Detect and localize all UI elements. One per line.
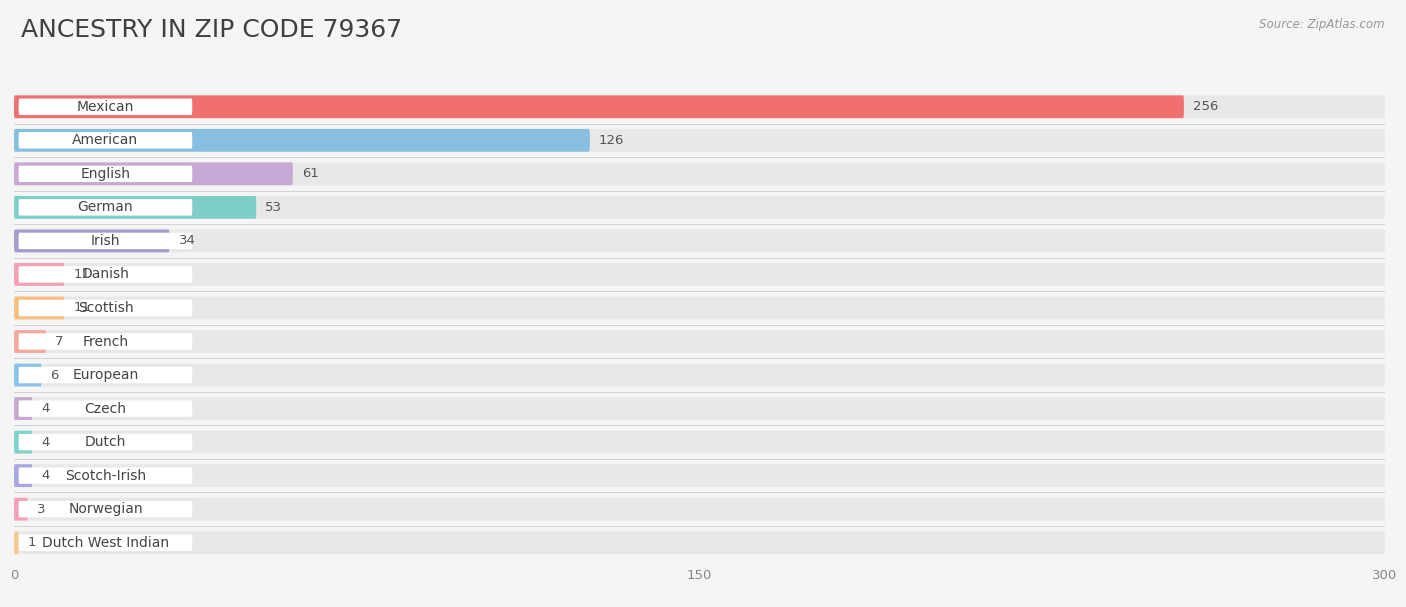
FancyBboxPatch shape [14,431,32,453]
FancyBboxPatch shape [14,464,32,487]
FancyBboxPatch shape [18,166,193,182]
Text: ANCESTRY IN ZIP CODE 79367: ANCESTRY IN ZIP CODE 79367 [21,18,402,42]
Text: 6: 6 [51,368,59,382]
FancyBboxPatch shape [14,364,1385,387]
Text: German: German [77,200,134,214]
FancyBboxPatch shape [18,333,193,350]
FancyBboxPatch shape [14,196,256,219]
Text: Dutch West Indian: Dutch West Indian [42,536,169,550]
FancyBboxPatch shape [18,434,193,450]
Text: 1: 1 [28,536,37,549]
FancyBboxPatch shape [18,266,193,283]
FancyBboxPatch shape [14,129,1385,152]
Text: Scottish: Scottish [77,301,134,315]
FancyBboxPatch shape [14,297,65,319]
Text: 256: 256 [1192,100,1219,114]
Text: Irish: Irish [91,234,120,248]
FancyBboxPatch shape [18,467,193,484]
FancyBboxPatch shape [14,498,1385,521]
Text: Scotch-Irish: Scotch-Irish [65,469,146,483]
FancyBboxPatch shape [14,95,1184,118]
FancyBboxPatch shape [18,501,193,517]
FancyBboxPatch shape [14,397,1385,420]
Text: Czech: Czech [84,402,127,416]
Text: 11: 11 [73,302,90,314]
FancyBboxPatch shape [14,431,1385,453]
Text: 61: 61 [302,168,319,180]
Text: 126: 126 [599,134,624,147]
FancyBboxPatch shape [18,232,193,249]
FancyBboxPatch shape [14,263,65,286]
FancyBboxPatch shape [14,229,1385,253]
FancyBboxPatch shape [14,163,292,185]
Text: Dutch: Dutch [84,435,127,449]
FancyBboxPatch shape [14,263,1385,286]
Text: 53: 53 [266,201,283,214]
FancyBboxPatch shape [14,330,1385,353]
FancyBboxPatch shape [14,229,170,253]
FancyBboxPatch shape [18,401,193,417]
FancyBboxPatch shape [14,531,1385,554]
Text: 4: 4 [42,436,49,449]
FancyBboxPatch shape [18,98,193,115]
FancyBboxPatch shape [18,199,193,215]
Text: French: French [83,334,128,348]
Text: European: European [72,368,139,382]
FancyBboxPatch shape [14,464,1385,487]
FancyBboxPatch shape [14,498,28,521]
FancyBboxPatch shape [14,330,46,353]
FancyBboxPatch shape [18,367,193,383]
Text: 4: 4 [42,469,49,482]
FancyBboxPatch shape [18,535,193,551]
Text: American: American [72,134,139,148]
Text: English: English [80,167,131,181]
Text: 4: 4 [42,402,49,415]
FancyBboxPatch shape [14,297,1385,319]
Text: 11: 11 [73,268,90,281]
FancyBboxPatch shape [14,129,591,152]
FancyBboxPatch shape [14,196,1385,219]
Text: Mexican: Mexican [77,100,134,114]
FancyBboxPatch shape [18,300,193,316]
Text: Source: ZipAtlas.com: Source: ZipAtlas.com [1260,18,1385,31]
FancyBboxPatch shape [18,132,193,149]
Text: Danish: Danish [82,268,129,282]
FancyBboxPatch shape [14,163,1385,185]
Text: 34: 34 [179,234,195,248]
Text: 3: 3 [37,503,45,516]
FancyBboxPatch shape [14,364,42,387]
Text: Norwegian: Norwegian [67,502,143,516]
Text: 7: 7 [55,335,63,348]
FancyBboxPatch shape [14,397,32,420]
FancyBboxPatch shape [14,95,1385,118]
FancyBboxPatch shape [14,531,18,554]
